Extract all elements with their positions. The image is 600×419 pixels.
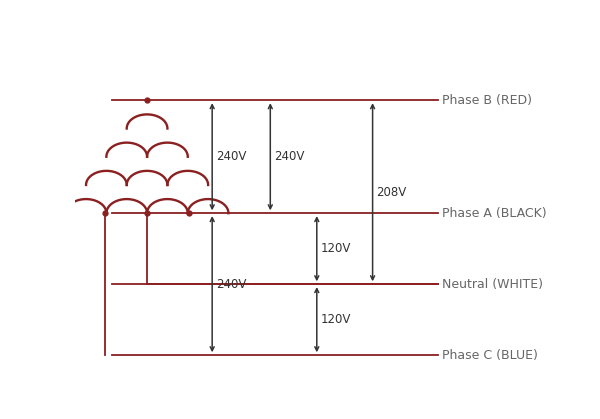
- Text: 240V: 240V: [216, 150, 246, 163]
- Text: 240V: 240V: [216, 278, 246, 291]
- Text: 240V: 240V: [274, 150, 304, 163]
- Text: Phase A (BLACK): Phase A (BLACK): [442, 207, 547, 220]
- Text: 120V: 120V: [320, 313, 351, 326]
- Text: Phase B (RED): Phase B (RED): [442, 94, 532, 107]
- Text: Neutral (WHITE): Neutral (WHITE): [442, 278, 544, 291]
- Text: 120V: 120V: [320, 242, 351, 255]
- Text: 208V: 208V: [376, 186, 407, 199]
- Text: Phase C (BLUE): Phase C (BLUE): [442, 349, 538, 362]
